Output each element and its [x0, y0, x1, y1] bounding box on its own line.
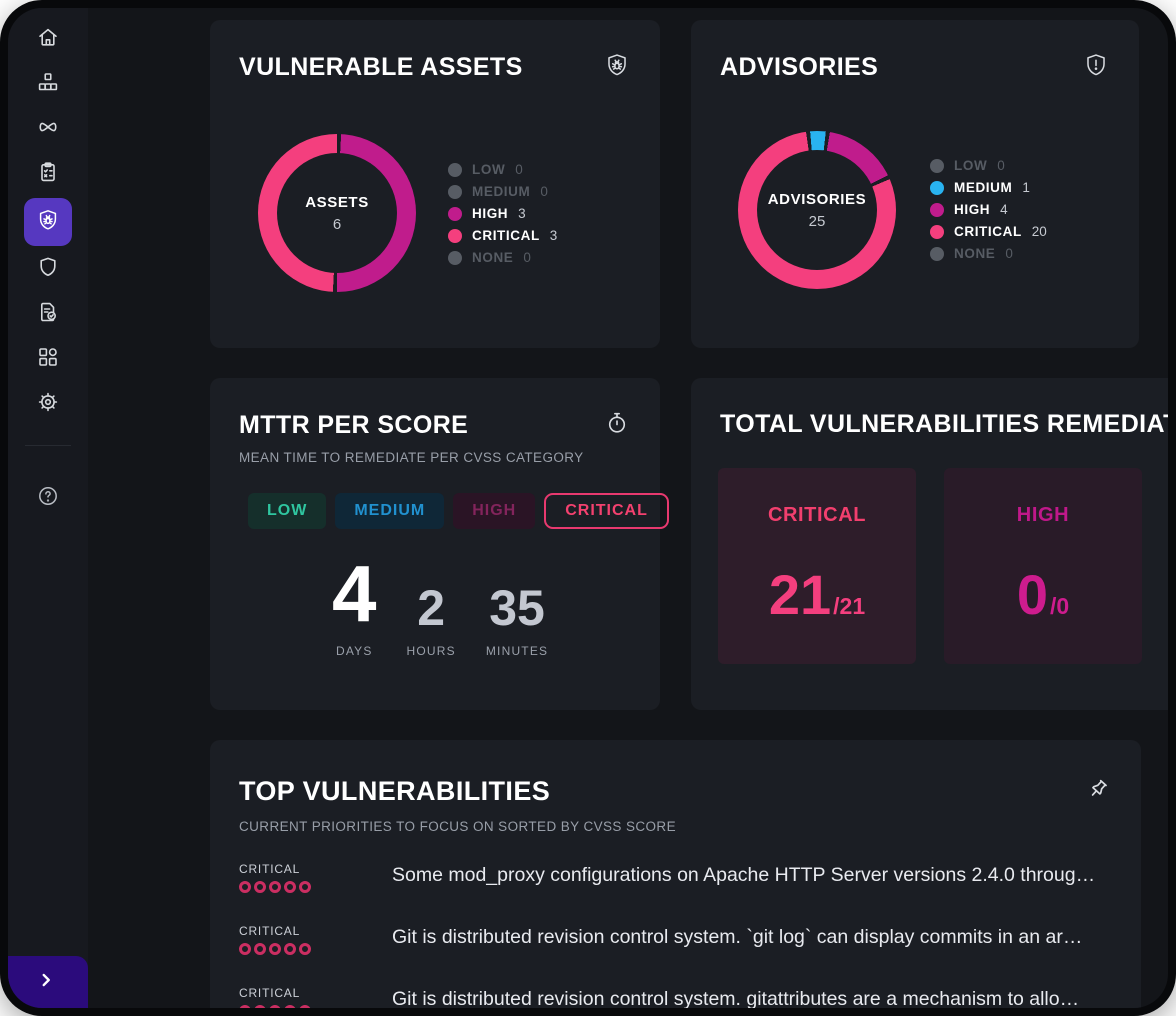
legend-dot — [448, 184, 462, 199]
clipboard-checklist-icon — [36, 160, 60, 189]
mttr-subtitle: MEAN TIME TO REMEDIATE PER CVSS CATEGORY — [239, 450, 584, 465]
legend-item-medium[interactable]: MEDIUM 1 — [930, 180, 1047, 195]
vulnerable-assets-title: VULNERABLE ASSETS — [239, 53, 523, 81]
sidebar-item-pipeline[interactable] — [24, 107, 72, 152]
sidebar-item-settings[interactable] — [24, 382, 72, 427]
apps-grid-icon — [36, 345, 60, 374]
top-vulnerabilities-title: TOP VULNERABILITIES — [239, 776, 551, 806]
legend-dot — [930, 202, 944, 217]
legend-item-low[interactable]: LOW 0 — [930, 158, 1047, 173]
top-vulnerabilities-subtitle: CURRENT PRIORITIES TO FOCUS ON SORTED BY… — [239, 819, 676, 834]
legend-item-none[interactable]: NONE 0 — [448, 250, 557, 265]
donut-center-value: 6 — [332, 215, 342, 233]
assets-legend: LOW 0 MEDIUM 0 HIGH 3 CRITICAL 3 NONE 0 — [448, 162, 557, 265]
cvss-score-dots — [239, 1005, 392, 1008]
vulnerability-row[interactable]: CRITICAL Git is distributed revision con… — [239, 986, 1113, 1008]
assets-donut-chart: ASSETS 6 — [258, 134, 416, 292]
legend-dot — [930, 246, 944, 261]
advisories-title: ADVISORIES — [720, 53, 879, 81]
remediated-tile-high[interactable]: HIGH 0/0 — [944, 468, 1142, 664]
sidebar — [8, 8, 88, 1008]
legend-item-medium[interactable]: MEDIUM 0 — [448, 184, 557, 199]
donut-center-value: 25 — [808, 212, 826, 230]
mttr-title: MTTR PER SCORE — [239, 411, 469, 439]
remediated-high-total: /0 — [1049, 593, 1070, 619]
help-icon — [36, 484, 60, 513]
dashboard: VULNERABLE ASSETS ASSETS 6 LOW 0 MEDIUM 0 … — [8, 8, 1168, 1008]
sidebar-expand-button[interactable] — [8, 956, 88, 1008]
vulnerability-description: Git is distributed revision control syst… — [392, 988, 1080, 1008]
vulnerable-assets-card: VULNERABLE ASSETS ASSETS 6 LOW 0 MEDIUM 0 … — [210, 20, 660, 348]
shield-bug-icon — [36, 208, 60, 237]
legend-dot — [448, 162, 462, 177]
cvss-score-dots — [239, 943, 392, 955]
sidebar-item-compliance-checklist[interactable] — [24, 152, 72, 197]
remediated-critical-total: /21 — [833, 593, 866, 619]
severity-label: CRITICAL — [239, 986, 301, 1000]
advisories-card: ADVISORIES ADVISORIES 25 LOW 0 MEDIUM 1 HI… — [691, 20, 1139, 348]
vulnerability-list: CRITICAL Some mod_proxy configurations o… — [239, 862, 1113, 1008]
top-vulnerabilities-card: TOP VULNERABILITIES CURRENT PRIORITIES T… — [210, 740, 1141, 1008]
mttr-hours: 2 HOURS — [406, 579, 456, 658]
stopwatch-icon — [604, 410, 630, 441]
remediated-high-count: 0 — [1016, 563, 1048, 626]
advisories-donut-chart: ADVISORIES 25 — [738, 131, 896, 289]
legend-item-high[interactable]: HIGH 4 — [930, 202, 1047, 217]
vulnerability-row[interactable]: CRITICAL Git is distributed revision con… — [239, 924, 1113, 986]
home-icon — [36, 25, 60, 54]
legend-dot — [930, 158, 944, 173]
legend-item-none[interactable]: NONE 0 — [930, 246, 1047, 261]
document-check-icon — [36, 300, 60, 329]
tab-medium[interactable]: MEDIUM — [335, 493, 445, 529]
tab-high[interactable]: HIGH — [453, 493, 536, 529]
infinity-pipeline-icon — [36, 115, 60, 144]
mttr-values: 4 DAYS 2 HOURS 35 MINUTES — [332, 549, 549, 659]
tab-low[interactable]: LOW — [248, 493, 327, 529]
legend-dot — [448, 228, 462, 243]
mttr-minutes: 35 MINUTES — [485, 579, 549, 658]
legend-dot — [448, 206, 462, 221]
legend-dot — [448, 250, 462, 265]
severity-label: CRITICAL — [239, 924, 301, 938]
remediated-tile-critical[interactable]: CRITICAL 21/21 — [718, 468, 916, 664]
legend-item-critical[interactable]: CRITICAL 20 — [930, 224, 1047, 239]
legend-dot — [930, 224, 944, 239]
shield-alert-icon — [1083, 52, 1109, 83]
sidebar-item-home[interactable] — [24, 17, 72, 62]
gear-icon — [36, 390, 60, 419]
sidebar-item-help[interactable] — [24, 476, 72, 521]
vulnerability-description: Some mod_proxy configurations on Apache … — [392, 864, 1096, 886]
severity-label: CRITICAL — [239, 862, 301, 876]
sidebar-divider — [25, 445, 71, 446]
mttr-days: 4 DAYS — [332, 549, 377, 659]
legend-item-critical[interactable]: CRITICAL 3 — [448, 228, 557, 243]
remediated-title: TOTAL VULNERABILITIES REMEDIATED — [720, 410, 1168, 438]
remediated-critical-count: 21 — [768, 563, 832, 626]
sidebar-item-reports[interactable] — [24, 292, 72, 337]
remediated-card: TOTAL VULNERABILITIES REMEDIATED CRITICA… — [691, 378, 1168, 710]
donut-center-label: ADVISORIES — [767, 190, 867, 208]
vulnerability-description: Git is distributed revision control syst… — [392, 926, 1083, 948]
tab-critical[interactable]: CRITICAL — [544, 493, 669, 529]
advisories-legend: LOW 0 MEDIUM 1 HIGH 4 CRITICAL 20 NONE 0 — [930, 158, 1047, 261]
shield-bug-icon — [604, 52, 630, 83]
mttr-card: MTTR PER SCORE MEAN TIME TO REMEDIATE PE… — [210, 378, 669, 710]
shield-icon — [36, 255, 60, 284]
chevron-right-icon — [35, 969, 57, 996]
sidebar-item-vulnerability-management[interactable] — [24, 198, 72, 246]
legend-item-low[interactable]: LOW 0 — [448, 162, 557, 177]
vulnerability-row[interactable]: CRITICAL Some mod_proxy configurations o… — [239, 862, 1113, 924]
mttr-tabs: LOW MEDIUM HIGH CRITICAL — [248, 493, 669, 529]
pushpin-icon[interactable] — [1085, 776, 1111, 807]
sidebar-item-integrations[interactable] — [24, 337, 72, 382]
donut-center-label: ASSETS — [305, 193, 369, 211]
sidebar-item-asset-hierarchy[interactable] — [24, 62, 72, 107]
cvss-score-dots — [239, 881, 392, 893]
legend-item-high[interactable]: HIGH 3 — [448, 206, 557, 221]
sidebar-item-security[interactable] — [24, 247, 72, 292]
legend-dot — [930, 180, 944, 195]
asset-hierarchy-icon — [36, 70, 60, 99]
